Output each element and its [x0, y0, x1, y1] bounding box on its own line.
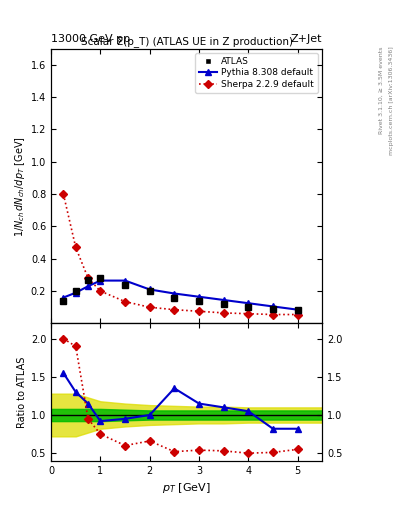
Text: Z+Jet: Z+Jet — [291, 33, 322, 44]
Text: 13000 GeV pp: 13000 GeV pp — [51, 33, 130, 44]
Legend: ATLAS, Pythia 8.308 default, Sherpa 2.2.9 default: ATLAS, Pythia 8.308 default, Sherpa 2.2.… — [195, 53, 318, 93]
X-axis label: $p_T\ \mathrm{[GeV]}$: $p_T\ \mathrm{[GeV]}$ — [162, 481, 211, 495]
Text: Rivet 3.1.10, ≥ 3.5M events: Rivet 3.1.10, ≥ 3.5M events — [379, 46, 384, 134]
Text: mcplots.cern.ch [arXiv:1306.3436]: mcplots.cern.ch [arXiv:1306.3436] — [389, 46, 393, 155]
Title: Scalar Σ(p_T) (ATLAS UE in Z production): Scalar Σ(p_T) (ATLAS UE in Z production) — [81, 36, 293, 48]
Y-axis label: $1/N_{ch}\,dN_{ch}/dp_T\ \mathrm{[GeV]}$: $1/N_{ch}\,dN_{ch}/dp_T\ \mathrm{[GeV]}$ — [13, 136, 27, 237]
Y-axis label: Ratio to ATLAS: Ratio to ATLAS — [17, 356, 27, 428]
